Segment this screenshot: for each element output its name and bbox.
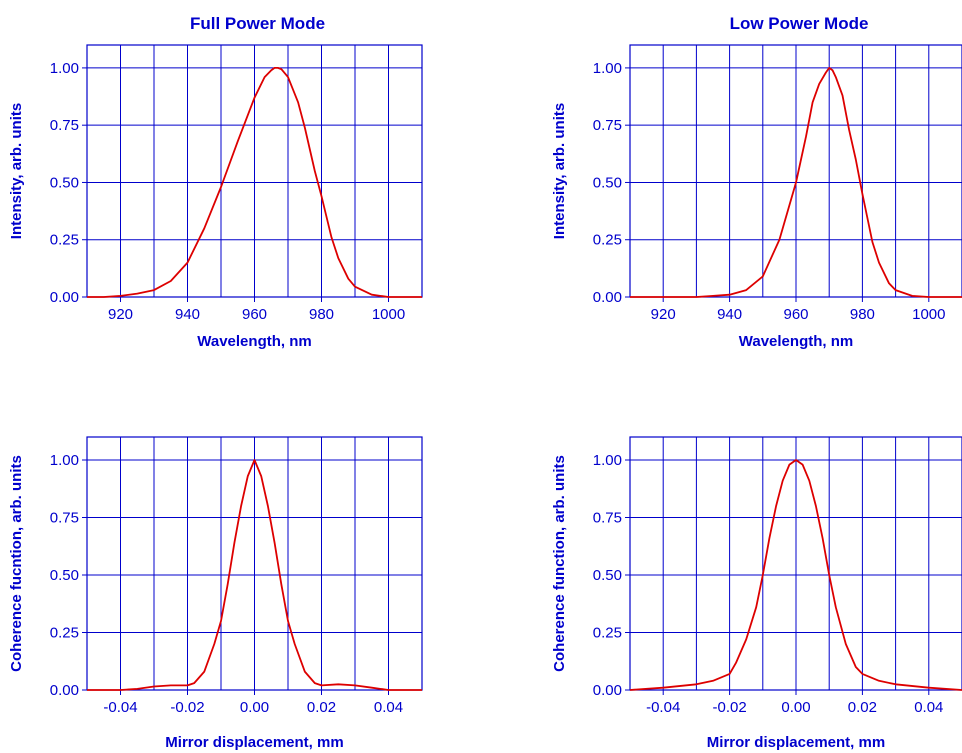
y-tick-label: 0.00	[50, 682, 79, 699]
y-tick-label: 0.25	[50, 232, 79, 249]
x-tick-label: 980	[309, 306, 334, 323]
x-tick-label: -0.02	[712, 699, 746, 716]
x-tick-label: 960	[242, 306, 267, 323]
x-tick-label: 920	[108, 306, 133, 323]
x-tick-label: -0.04	[646, 699, 680, 716]
y-tick-label: 1.00	[50, 452, 79, 469]
x-tick-label: 0.02	[848, 699, 877, 716]
x-tick-label: 1000	[372, 306, 405, 323]
chart-panel-3: 0.00 0.25 0.50 0.75 1.00 -0.04 -0.02 0.00 0.02 0.…	[8, 436, 423, 751]
x-axis-label: Mirror displacement, mm	[165, 734, 343, 751]
y-tick-label: 0.50	[593, 174, 622, 191]
y-axis-label: Intensity, arb. units	[551, 103, 568, 239]
x-tick-label: 960	[783, 306, 808, 323]
x-axis-label: Mirror displacement, mm	[707, 734, 885, 751]
series-line-1	[87, 67, 422, 298]
x-tick-label: 0.04	[374, 699, 403, 716]
x-tick-label: 940	[717, 306, 742, 323]
y-tick-label: 0.75	[50, 117, 79, 134]
y-axis-label: Coherence fucntion, arb. units	[8, 455, 25, 672]
x-tick-label: 940	[175, 306, 200, 323]
y-tick-label: 0.25	[593, 232, 622, 249]
series-line-1	[630, 67, 962, 298]
x-tick-label: 980	[850, 306, 875, 323]
chart-title: Full Power Mode	[190, 14, 325, 33]
y-tick-label: 0.00	[50, 289, 79, 306]
chart-panel-4: 0.00 0.25 0.50 0.75 1.00 -0.04 -0.02 0.00 0.02 0.…	[551, 436, 962, 751]
x-tick-label: 1000	[912, 306, 945, 323]
y-tick-label: 0.75	[593, 117, 622, 134]
chart-panel-2: 0.00 0.25 0.50 0.75 1.00 920 940 960 980 1000 Low …	[551, 14, 962, 350]
x-tick-label: 0.02	[307, 699, 336, 716]
y-axis-label: Coherence function, arb. units	[551, 455, 568, 672]
y-axis-label: Intensity, arb. units	[8, 103, 25, 239]
series-line-1	[629, 459, 962, 691]
y-tick-label: 0.00	[593, 682, 622, 699]
x-axis-label: Wavelength, nm	[739, 333, 853, 350]
y-tick-label: 0.50	[50, 174, 79, 191]
y-tick-label: 1.00	[593, 452, 622, 469]
x-tick-label: 0.00	[240, 699, 269, 716]
x-tick-label: -0.02	[170, 699, 204, 716]
x-tick-label: 0.00	[781, 699, 810, 716]
y-tick-label: 0.00	[593, 289, 622, 306]
y-tick-label: 0.50	[593, 567, 622, 584]
x-axis-label: Wavelength, nm	[197, 333, 311, 350]
chart-panel-1: 0.00 0.25 0.50 0.75 1.00 920 940 960 980 1000 Full…	[8, 14, 423, 350]
y-tick-label: 0.75	[593, 510, 622, 527]
y-tick-label: 0.50	[50, 567, 79, 584]
x-tick-label: 920	[651, 306, 676, 323]
y-tick-label: 1.00	[593, 60, 622, 77]
y-tick-label: 0.75	[50, 510, 79, 527]
chart-title: Low Power Mode	[730, 14, 869, 33]
y-tick-label: 0.25	[50, 625, 79, 642]
y-tick-label: 1.00	[50, 60, 79, 77]
series-line-1	[87, 459, 422, 691]
x-tick-label: -0.04	[103, 699, 137, 716]
y-tick-label: 0.25	[593, 625, 622, 642]
x-tick-label: 0.04	[914, 699, 943, 716]
